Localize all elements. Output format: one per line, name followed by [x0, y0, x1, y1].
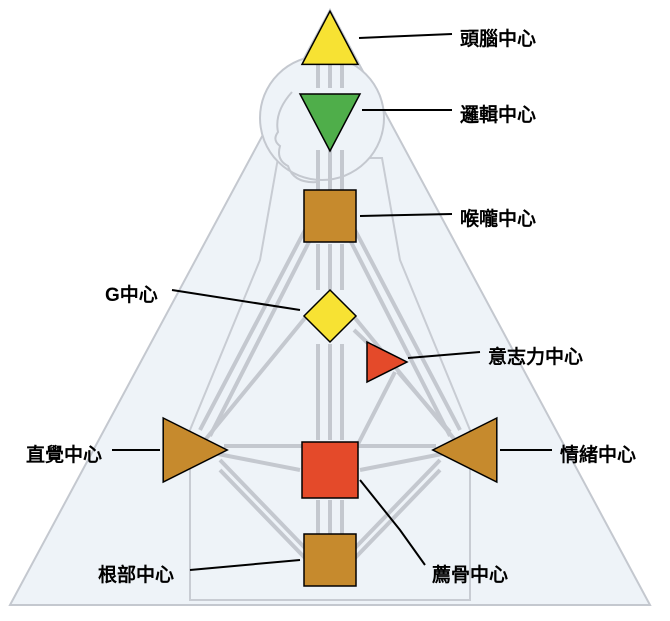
human-design-bodygraph: { "diagram":{ "type":"infographic", "bac… [0, 0, 670, 621]
throat-center [304, 190, 356, 242]
heart-label: 意志力中心 [488, 342, 583, 369]
root-label: 根部中心 [98, 560, 174, 587]
ajna-label: 邏輯中心 [460, 100, 536, 127]
head-center [302, 11, 358, 64]
bodygraph-svg [0, 0, 670, 621]
head-label: 頭腦中心 [460, 24, 536, 51]
head-leader [359, 34, 452, 38]
sacral-label: 薦骨中心 [432, 560, 508, 587]
solar-label: 情緒中心 [560, 440, 636, 467]
spleen-label: 直覺中心 [26, 440, 102, 467]
root-center [304, 534, 356, 586]
g-label: G中心 [105, 280, 158, 307]
sacral-center [302, 442, 358, 498]
throat-label: 喉嚨中心 [460, 204, 536, 231]
